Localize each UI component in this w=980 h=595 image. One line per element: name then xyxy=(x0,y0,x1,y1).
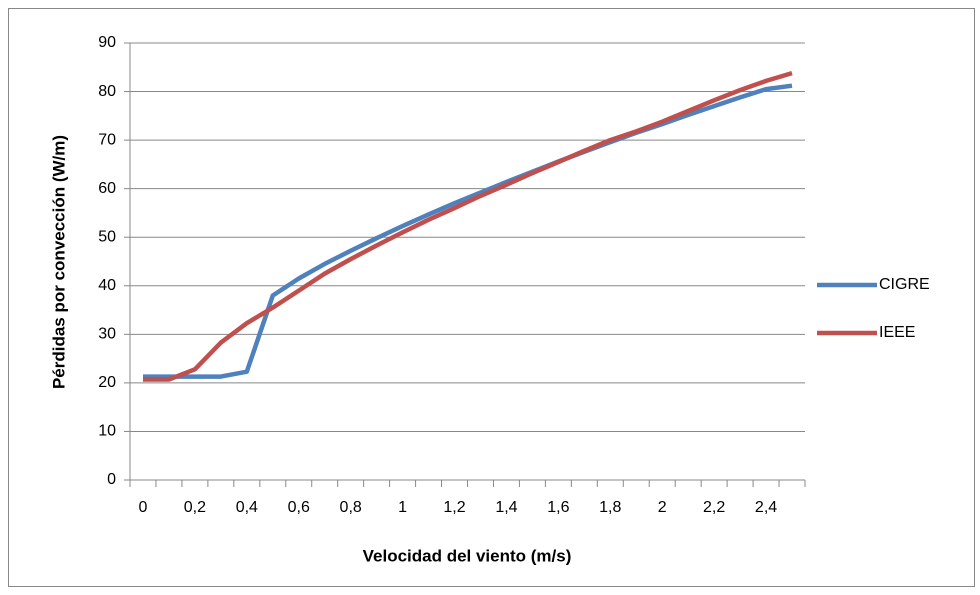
x-tick-label: 0 xyxy=(139,499,148,516)
y-tick-label: 50 xyxy=(98,228,116,245)
y-tick-label: 20 xyxy=(98,374,116,391)
x-tick-label: 1,6 xyxy=(547,499,569,516)
x-tick-label: 0,6 xyxy=(288,499,310,516)
y-tick-label: 90 xyxy=(98,34,116,51)
y-tick-label: 40 xyxy=(98,277,116,294)
x-tick-label: 1 xyxy=(398,499,407,516)
x-tick-label: 2,2 xyxy=(703,499,725,516)
y-tick-label: 30 xyxy=(98,326,116,343)
data-line xyxy=(143,70,793,382)
x-tick-label: 0,8 xyxy=(340,499,362,516)
legend-label: IEEE xyxy=(879,324,915,341)
x-tick-label: 0,2 xyxy=(184,499,206,516)
x-tick-label: 2,4 xyxy=(755,499,777,516)
x-tick-label: 1,8 xyxy=(599,499,621,516)
chart-border xyxy=(8,8,975,587)
y-tick-label: 60 xyxy=(98,180,116,197)
y-axis-title: Pérdidas por convección (W/m) xyxy=(49,135,68,389)
x-tick-label: 2 xyxy=(658,499,667,516)
y-tick-label: 0 xyxy=(107,471,116,488)
y-tick-label: 10 xyxy=(98,423,116,440)
data-line xyxy=(143,83,793,379)
x-tick-label: 0,4 xyxy=(236,499,258,516)
legend-label: CIGRE xyxy=(879,276,930,293)
y-tick-label: 80 xyxy=(98,83,116,100)
x-tick-label: 1,2 xyxy=(443,499,465,516)
y-tick-label: 70 xyxy=(98,131,116,148)
x-tick-label: 1,4 xyxy=(495,499,517,516)
x-axis-title: Velocidad del viento (m/s) xyxy=(363,546,572,565)
